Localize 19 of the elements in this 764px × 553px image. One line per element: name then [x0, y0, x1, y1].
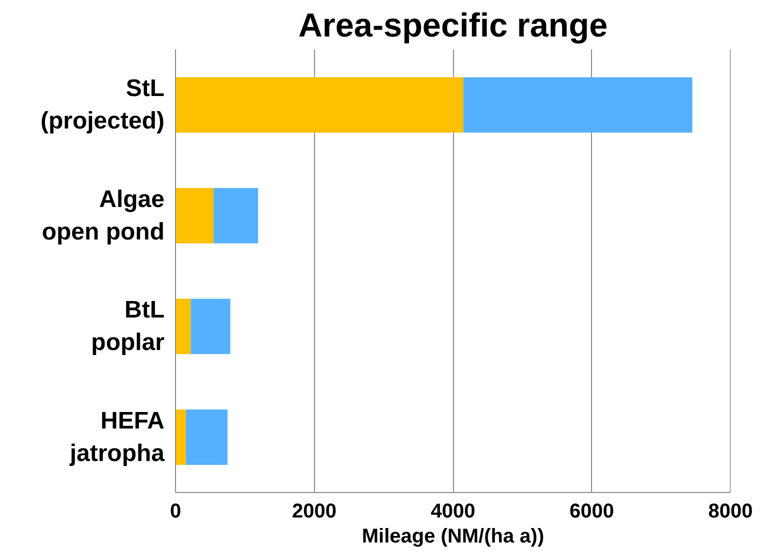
bar: [176, 188, 214, 244]
bar: [176, 298, 191, 354]
x-tick-label: 0: [170, 500, 182, 522]
bar: [176, 409, 186, 465]
y-tick-label: BtL poplar: [91, 296, 165, 356]
y-tick-label: StL (projected): [40, 75, 165, 135]
bar: [190, 298, 230, 354]
y-tick-label: HEFA jatropha: [68, 407, 166, 467]
bar: [214, 188, 258, 244]
x-tick-label: 2000: [292, 500, 337, 522]
bar: [186, 409, 228, 465]
x-tick-label: 6000: [570, 500, 614, 522]
x-tick-label: 4000: [430, 500, 476, 522]
chart-title: Area-specific range: [298, 8, 608, 44]
x-tick-label: 8000: [708, 500, 753, 522]
bar: [176, 77, 464, 133]
x-axis-title: Mileage (NM/(ha a)): [362, 526, 544, 548]
y-tick-label: Algae open pond: [42, 186, 165, 246]
bar: [463, 77, 692, 133]
